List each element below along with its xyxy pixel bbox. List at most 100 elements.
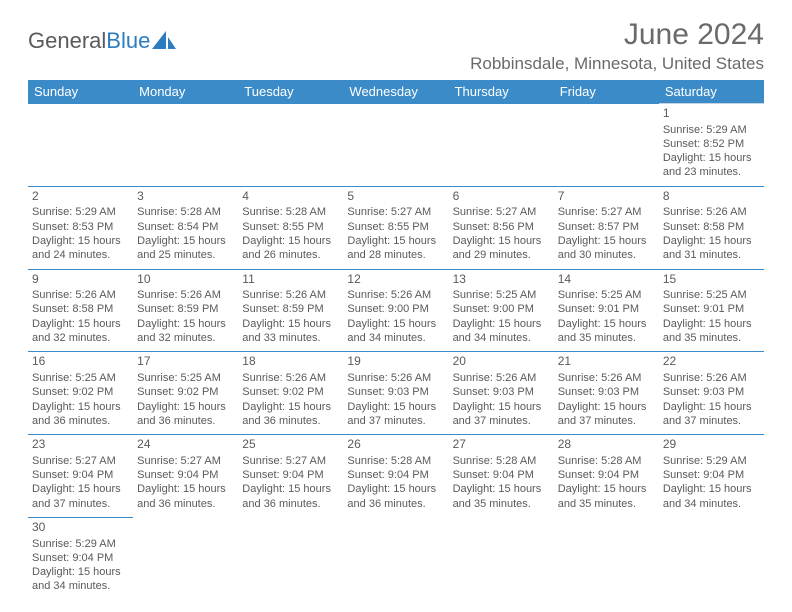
calendar-cell: 29Sunrise: 5:29 AMSunset: 9:04 PMDayligh…: [659, 435, 764, 518]
sunset-text: Sunset: 9:02 PM: [137, 385, 234, 399]
sail-icon: [152, 31, 178, 51]
sunset-text: Sunset: 8:55 PM: [242, 220, 339, 234]
sunrise-text: Sunrise: 5:26 AM: [663, 205, 760, 219]
sunrise-text: Sunrise: 5:26 AM: [137, 288, 234, 302]
day-number: 28: [558, 437, 655, 453]
brand-part2: Blue: [106, 28, 150, 54]
day-number: 20: [453, 354, 550, 370]
sunrise-text: Sunrise: 5:25 AM: [663, 288, 760, 302]
daylight-text: Daylight: 15 hours and 33 minutes.: [242, 317, 339, 346]
daylight-text: Daylight: 15 hours and 36 minutes.: [242, 400, 339, 429]
calendar-cell: 20Sunrise: 5:26 AMSunset: 9:03 PMDayligh…: [449, 352, 554, 435]
calendar-cell: 7Sunrise: 5:27 AMSunset: 8:57 PMDaylight…: [554, 186, 659, 269]
page-title: June 2024: [470, 18, 764, 52]
sunset-text: Sunset: 9:04 PM: [242, 468, 339, 482]
daylight-text: Daylight: 15 hours and 37 minutes.: [347, 400, 444, 429]
sunrise-text: Sunrise: 5:28 AM: [137, 205, 234, 219]
calendar-cell: 4Sunrise: 5:28 AMSunset: 8:55 PMDaylight…: [238, 186, 343, 269]
sunrise-text: Sunrise: 5:28 AM: [347, 454, 444, 468]
calendar-cell: 13Sunrise: 5:25 AMSunset: 9:00 PMDayligh…: [449, 269, 554, 352]
sunset-text: Sunset: 9:04 PM: [32, 468, 129, 482]
sunrise-text: Sunrise: 5:26 AM: [558, 371, 655, 385]
sunrise-text: Sunrise: 5:26 AM: [242, 371, 339, 385]
calendar-cell: [133, 517, 238, 599]
calendar-cell: 2Sunrise: 5:29 AMSunset: 8:53 PMDaylight…: [28, 186, 133, 269]
weekday-header: Thursday: [449, 80, 554, 104]
title-block: June 2024 Robbinsdale, Minnesota, United…: [470, 18, 764, 74]
sunrise-text: Sunrise: 5:25 AM: [453, 288, 550, 302]
sunset-text: Sunset: 9:01 PM: [663, 302, 760, 316]
sunrise-text: Sunrise: 5:25 AM: [32, 371, 129, 385]
day-number: 2: [32, 189, 129, 205]
day-number: 13: [453, 272, 550, 288]
location-text: Robbinsdale, Minnesota, United States: [470, 54, 764, 74]
sunset-text: Sunset: 9:00 PM: [453, 302, 550, 316]
day-number: 14: [558, 272, 655, 288]
daylight-text: Daylight: 15 hours and 36 minutes.: [242, 482, 339, 511]
sunrise-text: Sunrise: 5:27 AM: [347, 205, 444, 219]
calendar-cell: 11Sunrise: 5:26 AMSunset: 8:59 PMDayligh…: [238, 269, 343, 352]
calendar-cell: 18Sunrise: 5:26 AMSunset: 9:02 PMDayligh…: [238, 352, 343, 435]
day-number: 26: [347, 437, 444, 453]
sunrise-text: Sunrise: 5:27 AM: [137, 454, 234, 468]
sunrise-text: Sunrise: 5:28 AM: [242, 205, 339, 219]
calendar-cell: [28, 104, 133, 187]
sunset-text: Sunset: 8:52 PM: [663, 137, 760, 151]
calendar-cell: 27Sunrise: 5:28 AMSunset: 9:04 PMDayligh…: [449, 435, 554, 518]
day-number: 15: [663, 272, 760, 288]
daylight-text: Daylight: 15 hours and 37 minutes.: [32, 482, 129, 511]
daylight-text: Daylight: 15 hours and 36 minutes.: [137, 400, 234, 429]
sunset-text: Sunset: 9:02 PM: [242, 385, 339, 399]
calendar-cell: [449, 517, 554, 599]
weekday-header: Tuesday: [238, 80, 343, 104]
sunrise-text: Sunrise: 5:27 AM: [242, 454, 339, 468]
day-number: 8: [663, 189, 760, 205]
daylight-text: Daylight: 15 hours and 23 minutes.: [663, 151, 760, 180]
sunrise-text: Sunrise: 5:26 AM: [453, 371, 550, 385]
day-number: 24: [137, 437, 234, 453]
calendar-cell: [554, 517, 659, 599]
sunrise-text: Sunrise: 5:28 AM: [453, 454, 550, 468]
calendar-cell: 8Sunrise: 5:26 AMSunset: 8:58 PMDaylight…: [659, 186, 764, 269]
day-number: 3: [137, 189, 234, 205]
day-number: 29: [663, 437, 760, 453]
daylight-text: Daylight: 15 hours and 32 minutes.: [137, 317, 234, 346]
calendar-cell: 30Sunrise: 5:29 AMSunset: 9:04 PMDayligh…: [28, 517, 133, 599]
calendar-cell: 6Sunrise: 5:27 AMSunset: 8:56 PMDaylight…: [449, 186, 554, 269]
sunset-text: Sunset: 9:04 PM: [137, 468, 234, 482]
calendar-cell: [554, 104, 659, 187]
daylight-text: Daylight: 15 hours and 35 minutes.: [453, 482, 550, 511]
day-number: 25: [242, 437, 339, 453]
day-number: 10: [137, 272, 234, 288]
sunset-text: Sunset: 8:53 PM: [32, 220, 129, 234]
sunset-text: Sunset: 8:59 PM: [137, 302, 234, 316]
weekday-header: Wednesday: [343, 80, 448, 104]
calendar-cell: 1Sunrise: 5:29 AMSunset: 8:52 PMDaylight…: [659, 104, 764, 187]
calendar-cell: [343, 104, 448, 187]
calendar-cell: [238, 517, 343, 599]
sunset-text: Sunset: 8:59 PM: [242, 302, 339, 316]
sunset-text: Sunset: 8:56 PM: [453, 220, 550, 234]
sunrise-text: Sunrise: 5:26 AM: [242, 288, 339, 302]
sunrise-text: Sunrise: 5:25 AM: [558, 288, 655, 302]
sunrise-text: Sunrise: 5:28 AM: [558, 454, 655, 468]
calendar-cell: [659, 517, 764, 599]
calendar-cell: 10Sunrise: 5:26 AMSunset: 8:59 PMDayligh…: [133, 269, 238, 352]
calendar-body: 1Sunrise: 5:29 AMSunset: 8:52 PMDaylight…: [28, 104, 764, 600]
calendar-cell: 26Sunrise: 5:28 AMSunset: 9:04 PMDayligh…: [343, 435, 448, 518]
weekday-header: Sunday: [28, 80, 133, 104]
calendar-cell: [449, 104, 554, 187]
daylight-text: Daylight: 15 hours and 32 minutes.: [32, 317, 129, 346]
sunrise-text: Sunrise: 5:27 AM: [32, 454, 129, 468]
calendar-table: SundayMondayTuesdayWednesdayThursdayFrid…: [28, 80, 764, 600]
sunrise-text: Sunrise: 5:26 AM: [663, 371, 760, 385]
day-number: 21: [558, 354, 655, 370]
day-number: 9: [32, 272, 129, 288]
daylight-text: Daylight: 15 hours and 37 minutes.: [453, 400, 550, 429]
sunset-text: Sunset: 8:57 PM: [558, 220, 655, 234]
sunrise-text: Sunrise: 5:26 AM: [347, 288, 444, 302]
daylight-text: Daylight: 15 hours and 37 minutes.: [663, 400, 760, 429]
day-number: 4: [242, 189, 339, 205]
sunset-text: Sunset: 9:04 PM: [453, 468, 550, 482]
daylight-text: Daylight: 15 hours and 37 minutes.: [558, 400, 655, 429]
